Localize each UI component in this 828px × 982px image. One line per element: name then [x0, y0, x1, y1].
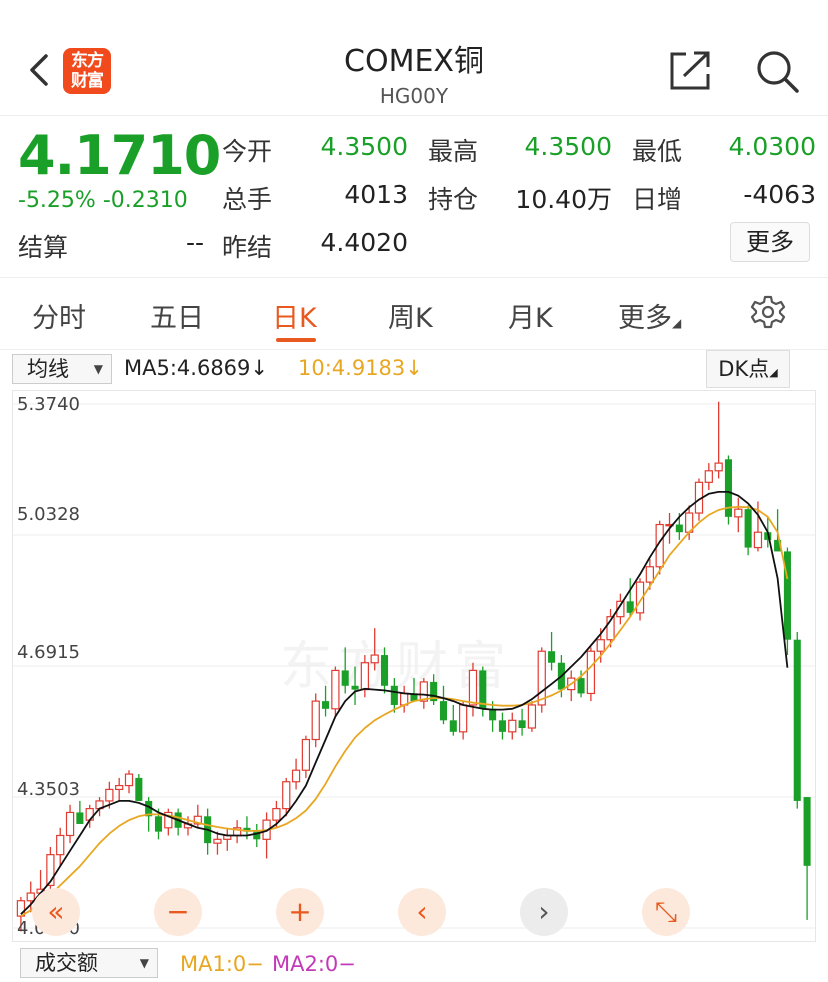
ma-type-select-label: 均线	[27, 357, 69, 381]
eastmoney-logo: 东方 财富	[63, 48, 111, 94]
share-icon[interactable]	[668, 50, 712, 92]
ma5-readout: MA5:4.6869↓	[124, 356, 268, 380]
high-value: 4.3500	[524, 132, 612, 161]
volume-value: 4013	[344, 180, 408, 209]
dropdown-triangle-icon: ◢	[672, 316, 682, 330]
volume-indicator-label: 成交额	[35, 951, 98, 975]
ma1-readout: MA1:0−	[180, 952, 264, 976]
back-arrow-icon[interactable]	[22, 48, 58, 92]
ma2-readout: MA2:0−	[272, 952, 356, 976]
tab-monthly-k[interactable]: 月K	[508, 303, 553, 334]
daily-increase-label: 日增	[632, 185, 683, 214]
settlement-label: 结算	[18, 233, 69, 262]
chart-watermark: 东方财富	[280, 637, 513, 697]
dropdown-triangle-icon: ◢	[769, 366, 778, 379]
period-tabs: 分时 五日 日K 周K 月K 更多◢	[0, 278, 828, 350]
instrument-title: COMEX铜	[344, 44, 484, 79]
y-axis-label: 4.3503	[17, 779, 80, 800]
last-price: 4.1710	[18, 124, 221, 187]
top-nav-bar: 东方 财富 COMEX铜 HG00Y	[0, 0, 828, 116]
y-axis-label: 5.0328	[17, 504, 80, 525]
price-change: -5.25% -0.2310	[18, 188, 188, 213]
settings-gear-icon[interactable]	[750, 294, 786, 330]
active-tab-indicator	[276, 338, 316, 342]
kline-chart-frame[interactable]	[12, 390, 816, 942]
dk-points-label: DK点	[718, 357, 770, 381]
open-value: 4.3500	[320, 132, 408, 161]
dropdown-arrow-icon: ▼	[93, 362, 103, 376]
scroll-left-button[interactable]: ‹	[398, 888, 446, 936]
dk-points-button[interactable]: DK点◢	[706, 350, 790, 388]
instrument-code: HG00Y	[379, 84, 449, 108]
tab-intraday[interactable]: 分时	[32, 303, 86, 334]
volume-indicator-select[interactable]: 成交额 ▼	[20, 948, 158, 978]
tab-weekly-k[interactable]: 周K	[388, 303, 433, 334]
prev-settlement-value: 4.4020	[320, 228, 408, 257]
low-value: 4.0300	[728, 132, 816, 161]
low-label: 最低	[632, 137, 683, 166]
ma-type-select[interactable]: 均线 ▼	[12, 354, 112, 384]
zoom-out-button[interactable]: −	[154, 888, 202, 936]
scroll-right-button[interactable]: ›	[520, 888, 568, 936]
zoom-in-button[interactable]: +	[276, 888, 324, 936]
y-axis-label: 4.6915	[17, 642, 80, 663]
settlement-value: --	[185, 228, 204, 257]
quote-panel: 4.1710 -5.25% -0.2310 今开 4.3500 最高 4.350…	[0, 116, 828, 278]
logo-line-2: 财富	[71, 71, 104, 91]
ma10-readout: 10:4.9183↓	[298, 356, 423, 380]
open-label: 今开	[222, 137, 273, 166]
open-interest-label: 持仓	[428, 185, 479, 214]
dropdown-arrow-icon: ▼	[139, 956, 149, 970]
search-icon[interactable]	[754, 48, 800, 94]
logo-line-1: 东方	[71, 51, 104, 71]
volume-label: 总手	[222, 185, 273, 214]
tab-daily-k[interactable]: 日K	[272, 303, 317, 334]
tab-more[interactable]: 更多◢	[618, 296, 681, 335]
high-label: 最高	[428, 137, 479, 166]
tab-five-day[interactable]: 五日	[150, 303, 204, 334]
open-interest-value: 10.40万	[515, 185, 612, 214]
scroll-far-left-button[interactable]: «	[32, 888, 80, 936]
tab-more-label: 更多	[618, 303, 672, 334]
prev-settlement-label: 昨结	[222, 233, 273, 262]
fullscreen-button[interactable]: ⤡	[642, 888, 690, 936]
more-quote-button[interactable]: 更多	[730, 222, 810, 262]
daily-increase-value: -4063	[743, 180, 816, 209]
y-axis-label: 5.3740	[17, 394, 80, 415]
